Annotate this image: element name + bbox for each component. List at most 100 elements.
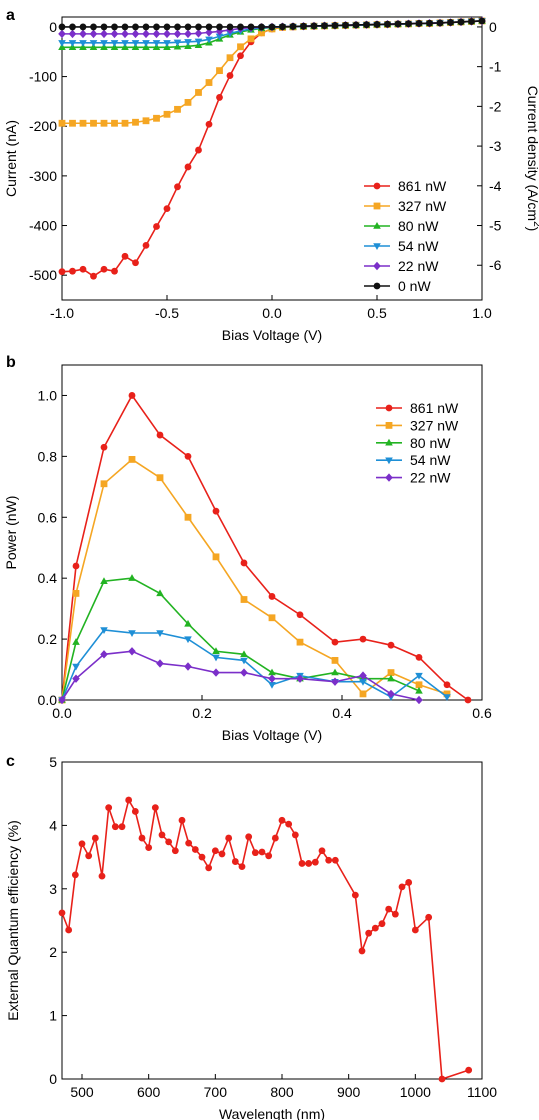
data-point (58, 909, 66, 917)
data-point (142, 117, 150, 125)
data-point (156, 659, 164, 668)
data-point (205, 79, 213, 86)
data-point (268, 593, 276, 600)
data-point (105, 804, 113, 812)
x-tick-label: -1.0 (50, 305, 74, 321)
data-point (58, 40, 66, 47)
data-point (240, 657, 248, 665)
data-point (237, 23, 244, 31)
data-point (184, 513, 192, 521)
y-axis-label: Power (nW) (3, 496, 19, 570)
data-point (58, 268, 66, 276)
data-point (387, 674, 395, 682)
legend-entry: 327 nW (410, 417, 459, 433)
data-point (142, 29, 150, 39)
data-point (237, 52, 244, 60)
data-point (387, 641, 395, 649)
data-point (226, 72, 234, 79)
data-point (436, 19, 444, 27)
data-point (90, 272, 97, 280)
plot-area (58, 16, 486, 280)
data-point (184, 452, 192, 460)
data-point (58, 119, 66, 127)
data-point (72, 562, 80, 570)
data-point (258, 23, 265, 31)
data-point (331, 638, 339, 646)
series-line-series (61, 797, 469, 1081)
legend-marker (385, 404, 393, 412)
y2-tick-label: -1 (489, 59, 502, 75)
legend-marker (373, 182, 381, 190)
data-point (100, 480, 108, 488)
data-point (121, 29, 129, 39)
data-point (212, 507, 220, 515)
data-point (174, 105, 181, 113)
data-point (240, 596, 248, 603)
data-point (194, 38, 203, 46)
data-point (296, 611, 304, 619)
y2-tick-label: -4 (489, 178, 502, 194)
legend-entry: 861 nW (410, 400, 459, 416)
data-point (415, 681, 423, 689)
data-point (443, 694, 451, 701)
data-point (465, 1066, 473, 1074)
data-point (72, 674, 80, 683)
legend-marker (385, 457, 393, 465)
data-point (318, 847, 326, 855)
data-point (100, 627, 108, 634)
legend-entry: 80 nW (410, 435, 451, 451)
data-point (132, 259, 139, 267)
panel-b: b 0.0 0.2 0.4 0.6 0.0 0.2 0.4 0.6 0.8 1.0 Bias Volt… (3, 354, 492, 743)
data-point (91, 834, 99, 842)
data-point (298, 860, 306, 867)
data-point (268, 668, 276, 676)
data-point (195, 89, 202, 96)
data-point (205, 36, 213, 44)
data-point (391, 910, 399, 918)
data-point (128, 647, 136, 656)
y-tick-label: 0.8 (38, 448, 58, 464)
data-point (226, 54, 234, 62)
y-tick-label: 5 (49, 754, 57, 770)
x-tick-label: 1100 (467, 1084, 497, 1100)
data-point (89, 29, 98, 39)
panel-label-a: a (6, 7, 15, 24)
data-point (165, 838, 173, 846)
data-point (145, 844, 153, 851)
data-point (216, 23, 223, 31)
y-tick-label: 0.0 (38, 692, 58, 708)
data-point (398, 883, 406, 891)
data-point (163, 23, 171, 31)
data-point (156, 630, 164, 637)
data-point (68, 40, 77, 47)
data-point (79, 29, 87, 39)
data-point (79, 119, 87, 127)
data-point (211, 847, 219, 855)
data-point (121, 40, 129, 47)
x-tick-label: 900 (337, 1084, 361, 1100)
data-point (131, 808, 139, 815)
y-tick-label: 0 (49, 19, 57, 35)
data-point (156, 474, 164, 482)
legend: 861 nW 327 nW 80 nW 54 nW 22 nW 0 nW (364, 178, 447, 294)
data-point (351, 891, 359, 899)
data-point (153, 223, 160, 230)
data-point (411, 926, 419, 934)
data-point (415, 672, 423, 680)
y-tick-label: -100 (29, 69, 57, 85)
data-point (216, 67, 223, 75)
data-point (268, 23, 276, 31)
legend-entry: 80 nW (398, 218, 439, 234)
y-tick-label: -500 (29, 267, 57, 283)
data-point (100, 443, 108, 451)
legend-entry: 22 nW (410, 470, 451, 486)
data-point (378, 920, 386, 928)
x-tick-label: 0.6 (472, 705, 492, 721)
data-point (79, 265, 87, 273)
data-point (131, 40, 140, 47)
data-point (305, 860, 313, 867)
legend-marker (385, 473, 393, 482)
y-tick-label: 3 (49, 881, 57, 897)
data-point (142, 241, 150, 249)
